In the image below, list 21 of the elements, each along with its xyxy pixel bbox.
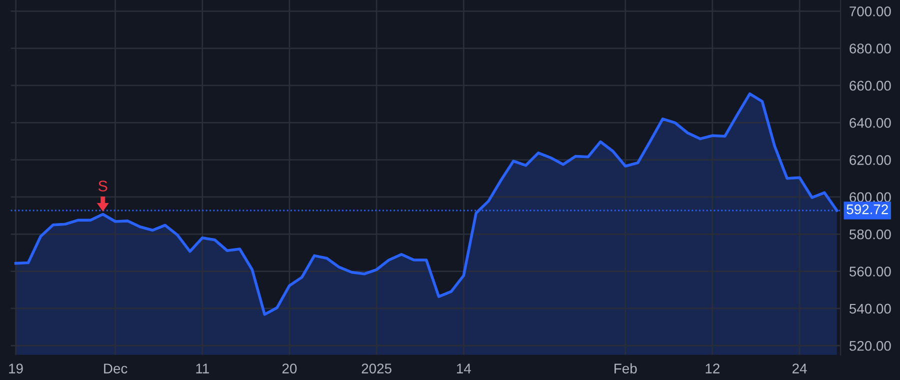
annotation: S: [98, 180, 108, 192]
y-tick-label: 520.00: [849, 340, 891, 351]
x-tick-label: Dec: [104, 364, 128, 374]
x-tick-label: 14: [456, 364, 471, 374]
x-tick-label: 19: [9, 364, 23, 374]
x-tick-label: 24: [792, 364, 807, 374]
y-tick-label: 680.00: [850, 44, 891, 54]
y-tick-label: 700.00: [850, 6, 891, 16]
y-tick-label: 620.00: [850, 155, 891, 165]
y-tick-label: 540.00: [849, 304, 891, 314]
y-tick-label: 660.00: [850, 80, 891, 91]
y-tick-label: 560.00: [849, 266, 891, 276]
y-tick-label: 600.00: [850, 192, 891, 202]
x-tick-label: 2025: [362, 364, 392, 374]
x-tick-label: 11: [196, 364, 209, 374]
y-tick-label: 640.00: [850, 118, 891, 128]
x-tick-label: Feb: [614, 363, 637, 374]
ref-line-label: 592.72: [846, 204, 888, 214]
x-tick-label: 12: [706, 364, 720, 374]
x-tick-label: 20: [282, 364, 297, 374]
y-tick-label: 580.00: [849, 229, 891, 240]
